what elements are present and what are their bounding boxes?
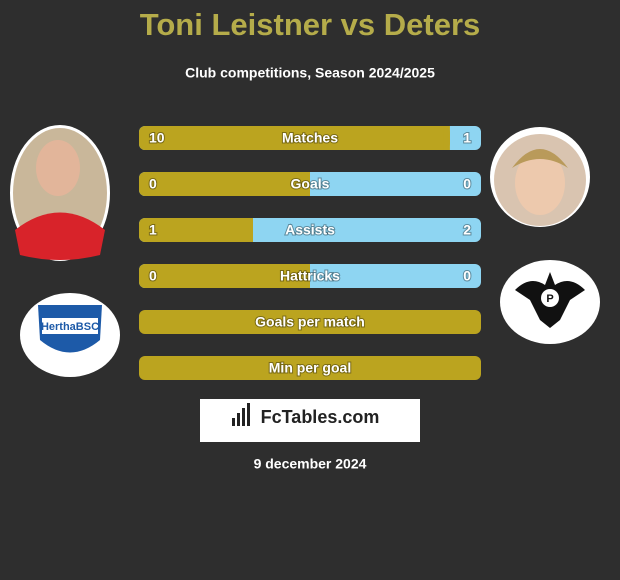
left-value: 1 — [149, 222, 157, 238]
bar-left — [139, 126, 450, 150]
subtitle: Club competitions, Season 2024/2025 — [185, 65, 435, 81]
club-right-logo: P — [500, 260, 600, 344]
right-value: 0 — [463, 176, 471, 192]
stat-label: Goals — [291, 176, 330, 192]
bar-left-edge — [443, 126, 450, 150]
brand-icon — [232, 403, 250, 426]
title: Toni Leistner vs Deters — [140, 7, 481, 42]
left-value: 0 — [149, 176, 157, 192]
brand-box — [200, 399, 420, 442]
bar-left-edge — [304, 264, 310, 288]
right-value: 2 — [463, 222, 471, 238]
svg-text:P: P — [546, 293, 553, 305]
right-value: 1 — [463, 130, 471, 146]
bar-left — [139, 172, 310, 196]
bar-left-edge — [247, 218, 253, 242]
stat-label: Hattricks — [280, 268, 340, 284]
bar-left — [139, 218, 253, 242]
bar-left-edge — [304, 172, 310, 196]
date: 9 december 2024 — [254, 456, 367, 472]
left-value: 0 — [149, 268, 157, 284]
bar-left — [139, 264, 310, 288]
bar-track — [139, 356, 481, 380]
brand: FcTables.com — [261, 407, 380, 427]
player-right-photo — [490, 127, 590, 227]
left-value: 10 — [149, 130, 165, 146]
club-left-logo: HerthaBSC — [20, 293, 120, 377]
player-left-photo — [10, 125, 110, 261]
stat-label: Goals per match — [255, 314, 365, 330]
stat-label: Min per goal — [269, 360, 351, 376]
right-value: 0 — [463, 268, 471, 284]
svg-text:HerthaBSC: HerthaBSC — [41, 321, 99, 333]
stat-label: Matches — [282, 130, 338, 146]
bar-track — [139, 310, 481, 334]
stat-label: Assists — [285, 222, 335, 238]
